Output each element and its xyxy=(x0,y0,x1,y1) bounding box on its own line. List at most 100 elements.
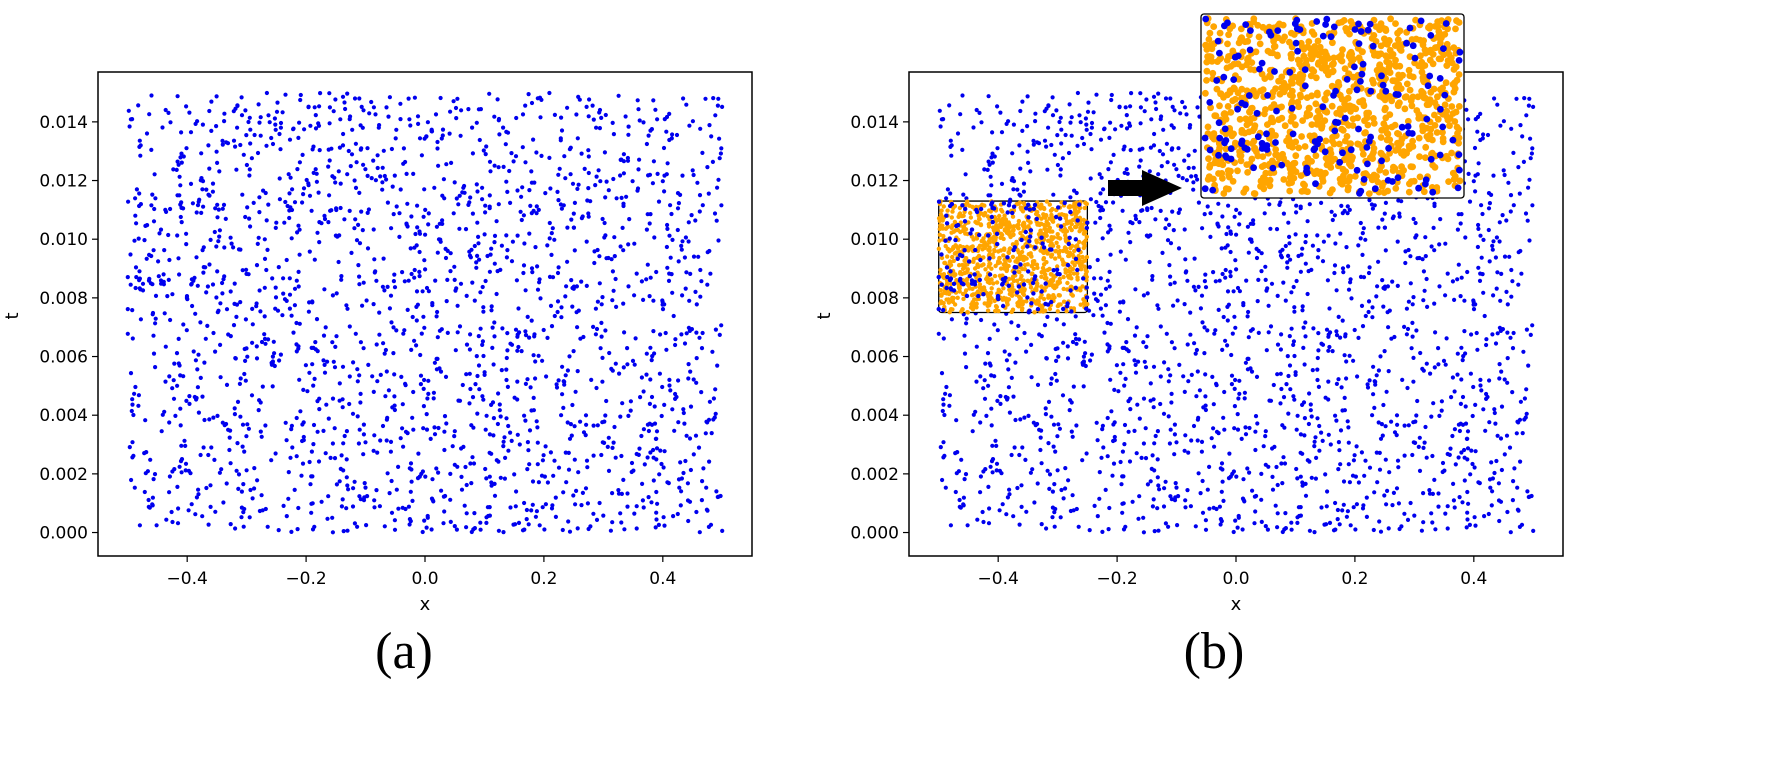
scatter-point xyxy=(1075,271,1080,276)
scatter-point xyxy=(144,256,149,261)
scatter-point xyxy=(592,260,597,266)
scatter-point xyxy=(1022,255,1028,260)
scatter-point xyxy=(1273,503,1278,508)
scatter-point xyxy=(326,164,331,169)
scatter-point xyxy=(953,489,958,495)
scatter-point xyxy=(715,185,720,190)
scatter-point xyxy=(238,300,243,305)
scatter-point xyxy=(263,506,268,512)
scatter-point xyxy=(1006,119,1011,124)
scatter-point xyxy=(470,125,475,130)
scatter-point xyxy=(1148,145,1153,150)
scatter-point xyxy=(547,220,552,226)
scatter-point xyxy=(505,331,510,336)
scatter-point xyxy=(1452,505,1457,510)
scatter-point xyxy=(600,379,605,384)
scatter-point xyxy=(1416,444,1421,449)
scatter-point xyxy=(445,277,450,282)
scatter-point xyxy=(669,136,674,141)
scatter-point xyxy=(1515,485,1520,490)
scatter-point xyxy=(591,423,596,428)
scatter-point xyxy=(974,344,979,349)
scatter-point xyxy=(132,391,137,396)
scatter-point xyxy=(1211,402,1216,407)
scatter-point xyxy=(489,304,494,309)
scatter-point xyxy=(1001,262,1006,267)
scatter-point xyxy=(1270,474,1275,479)
scatter-point xyxy=(1041,257,1046,262)
scatter-point xyxy=(1120,501,1125,506)
scatter-point xyxy=(352,479,357,484)
scatter-point xyxy=(217,234,222,239)
scatter-point xyxy=(1279,461,1284,466)
scatter-point xyxy=(310,362,315,367)
scatter-point xyxy=(178,406,183,411)
scatter-point xyxy=(282,220,287,225)
scatter-point xyxy=(1336,377,1341,382)
scatter-point xyxy=(204,290,209,295)
scatter-point xyxy=(1437,413,1442,418)
scatter-point xyxy=(958,505,963,510)
scatter-point xyxy=(1300,304,1305,309)
scatter-point xyxy=(492,163,497,168)
scatter-point xyxy=(181,206,186,211)
scatter-point xyxy=(1045,314,1050,319)
scatter-point xyxy=(1007,258,1012,263)
scatter-point xyxy=(1526,185,1531,190)
scatter-point xyxy=(199,210,204,215)
scatter-point xyxy=(456,202,461,207)
scatter-point xyxy=(530,502,535,507)
scatter-point xyxy=(1300,246,1305,251)
y-tick-label: 0.012 xyxy=(850,172,899,192)
scatter-point xyxy=(547,155,552,160)
scatter-point xyxy=(504,179,509,184)
scatter-point xyxy=(648,212,653,217)
scatter-point xyxy=(1370,206,1375,211)
scatter-point xyxy=(484,476,489,481)
scatter-point xyxy=(1455,227,1460,232)
scatter-point xyxy=(703,431,708,436)
scatter-point xyxy=(1481,237,1486,242)
scatter-point xyxy=(499,368,504,373)
scatter-point xyxy=(586,154,591,159)
scatter-point xyxy=(1422,440,1427,445)
scatter-point xyxy=(621,301,626,306)
scatter-point xyxy=(413,231,418,237)
scatter-point xyxy=(449,160,454,165)
scatter-point xyxy=(375,379,380,384)
scatter-point xyxy=(487,91,492,96)
scatter-point xyxy=(238,414,243,419)
scatter-point xyxy=(1007,487,1012,492)
scatter-point xyxy=(360,125,365,130)
scatter-point xyxy=(201,265,206,270)
x-tick-label: 0.0 xyxy=(1222,569,1249,589)
scatter-point xyxy=(992,273,998,279)
scatter-point xyxy=(572,248,577,253)
scatter-point xyxy=(1346,440,1351,445)
scatter-point xyxy=(1207,464,1212,469)
scatter-point xyxy=(1193,288,1198,293)
scatter-point xyxy=(147,112,152,117)
scatter-point xyxy=(1232,314,1237,319)
scatter-point xyxy=(550,275,556,280)
scatter-point xyxy=(691,254,697,259)
scatter-point xyxy=(526,92,531,97)
x-tick-label: −0.2 xyxy=(285,569,326,589)
scatter-point xyxy=(452,429,457,434)
scatter-point xyxy=(1228,274,1233,279)
scatter-point xyxy=(1522,96,1527,101)
scatter-point xyxy=(1524,113,1529,118)
scatter-point xyxy=(1316,248,1321,253)
scatter-point xyxy=(248,487,253,493)
scatter-point xyxy=(1322,522,1327,527)
y-tick-label: 0.008 xyxy=(850,289,899,309)
scatter-point xyxy=(719,146,724,151)
scatter-point xyxy=(1129,91,1134,96)
scatter-point xyxy=(1059,127,1064,132)
scatter-point xyxy=(1036,141,1042,146)
scatter-point xyxy=(1088,358,1093,363)
scatter-point xyxy=(341,131,346,137)
scatter-point xyxy=(470,151,475,156)
scatter-point xyxy=(1335,517,1340,522)
scatter-point xyxy=(175,193,180,198)
